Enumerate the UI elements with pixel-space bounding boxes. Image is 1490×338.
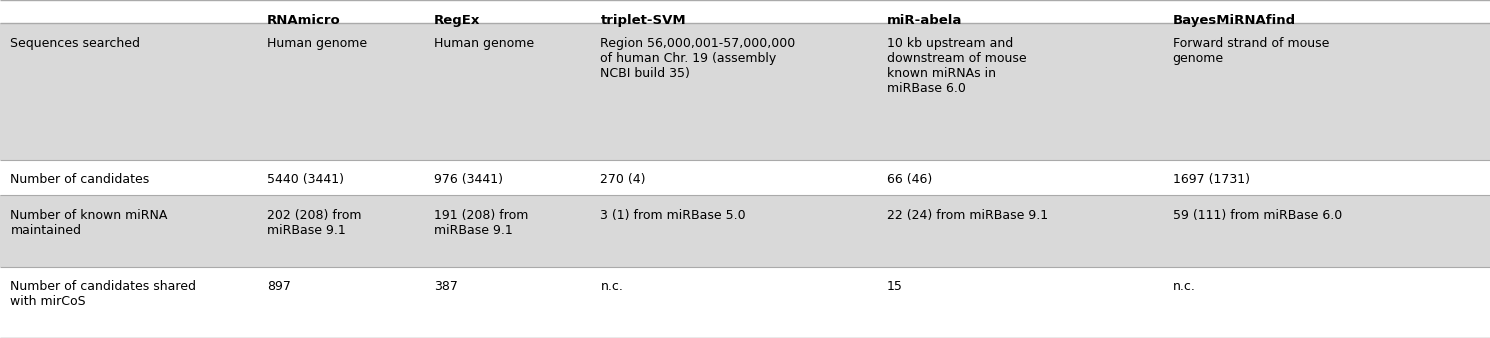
Text: 191 (208) from
miRBase 9.1: 191 (208) from miRBase 9.1 <box>434 209 527 237</box>
Text: Forward strand of mouse
genome: Forward strand of mouse genome <box>1173 37 1329 65</box>
Text: 59 (111) from miRBase 6.0: 59 (111) from miRBase 6.0 <box>1173 209 1342 222</box>
Text: 976 (3441): 976 (3441) <box>434 173 502 186</box>
Text: Human genome: Human genome <box>267 37 367 50</box>
Text: 387: 387 <box>434 280 457 293</box>
Text: n.c.: n.c. <box>600 280 623 293</box>
Text: 5440 (3441): 5440 (3441) <box>267 173 344 186</box>
Text: Number of known miRNA
maintained: Number of known miRNA maintained <box>10 209 168 237</box>
Text: 202 (208) from
miRBase 9.1: 202 (208) from miRBase 9.1 <box>267 209 361 237</box>
Text: 15: 15 <box>887 280 903 293</box>
Text: miR-abela: miR-abela <box>887 14 963 26</box>
Text: BayesMiRNAfind: BayesMiRNAfind <box>1173 14 1296 26</box>
Bar <box>0 195 1490 267</box>
Text: n.c.: n.c. <box>1173 280 1195 293</box>
Text: 270 (4): 270 (4) <box>600 173 647 186</box>
Text: 22 (24) from miRBase 9.1: 22 (24) from miRBase 9.1 <box>887 209 1047 222</box>
Text: RNAmicro: RNAmicro <box>267 14 340 26</box>
Text: 66 (46): 66 (46) <box>887 173 931 186</box>
Bar <box>0 23 1490 160</box>
Bar <box>0 160 1490 195</box>
Text: RegEx: RegEx <box>434 14 480 26</box>
Text: 1697 (1731): 1697 (1731) <box>1173 173 1250 186</box>
Text: 3 (1) from miRBase 5.0: 3 (1) from miRBase 5.0 <box>600 209 746 222</box>
Text: Sequences searched: Sequences searched <box>10 37 140 50</box>
Text: 897: 897 <box>267 280 291 293</box>
Text: Human genome: Human genome <box>434 37 533 50</box>
Text: Number of candidates shared
with mirCoS: Number of candidates shared with mirCoS <box>10 280 197 308</box>
Text: triplet-SVM: triplet-SVM <box>600 14 685 26</box>
Bar <box>0 0 1490 23</box>
Text: Region 56,000,001-57,000,000
of human Chr. 19 (assembly
NCBI build 35): Region 56,000,001-57,000,000 of human Ch… <box>600 37 796 80</box>
Text: 10 kb upstream and
downstream of mouse
known miRNAs in
miRBase 6.0: 10 kb upstream and downstream of mouse k… <box>887 37 1027 95</box>
Text: Number of candidates: Number of candidates <box>10 173 149 186</box>
Bar <box>0 267 1490 338</box>
